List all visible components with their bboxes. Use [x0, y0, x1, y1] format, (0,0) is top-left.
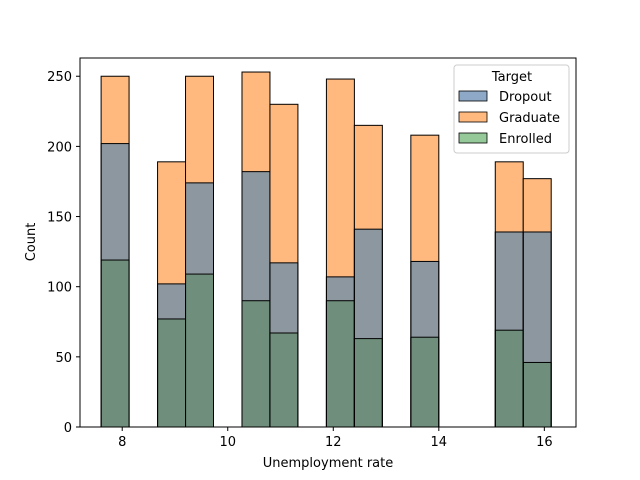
y-tick-label: 200 — [47, 140, 72, 155]
bar-segment — [354, 338, 383, 427]
bar-segment — [326, 300, 355, 427]
bar-segment — [410, 135, 439, 262]
y-tick-label: 250 — [47, 70, 72, 85]
bar-segment — [410, 261, 439, 338]
y-axis-label: Count — [24, 223, 39, 262]
x-tick-label: 8 — [118, 435, 126, 450]
x-tick-label: 14 — [431, 435, 448, 450]
bar-segment — [269, 262, 298, 333]
legend: Target Dropout Graduate Enrolled — [453, 64, 570, 154]
bar-segment — [523, 178, 552, 232]
legend-label-graduate: Graduate — [499, 111, 560, 126]
x-tick-label: 12 — [325, 435, 342, 450]
legend-title: Target — [491, 70, 532, 85]
legend-swatch-dropout — [458, 90, 488, 102]
y-tick-label: 100 — [47, 281, 72, 296]
legend-label-dropout: Dropout — [499, 90, 552, 105]
bar-segment — [523, 231, 552, 363]
bar-segment — [354, 125, 383, 230]
bar-segment — [495, 161, 524, 232]
bar-segment — [157, 161, 186, 284]
plot-frame — [79, 57, 577, 428]
bar-segment — [410, 337, 439, 427]
bar-segment — [495, 330, 524, 427]
x-tick-label: 10 — [219, 435, 236, 450]
bar-segment — [241, 300, 270, 427]
bar-segment — [241, 72, 270, 172]
x-axis-label: Unemployment rate — [263, 456, 393, 471]
legend-label-enrolled: Enrolled — [499, 132, 552, 147]
x-tick-label: 16 — [536, 435, 553, 450]
bar-segment — [495, 231, 524, 331]
bar-segment — [326, 276, 355, 301]
bar-segment — [185, 274, 214, 427]
legend-swatch-graduate — [458, 111, 488, 123]
bar-segment — [157, 283, 186, 319]
legend-frame — [453, 64, 570, 154]
y-tick-label: 150 — [47, 211, 72, 226]
bar-segment — [185, 182, 214, 275]
bar-segment — [269, 104, 298, 263]
bar-segment — [185, 76, 214, 183]
bar-segment — [523, 362, 552, 427]
legend-swatch-enrolled — [458, 132, 488, 144]
bar-segment — [354, 229, 383, 339]
y-tick-label: 50 — [55, 351, 72, 366]
y-tick-label: 0 — [64, 421, 72, 436]
bars-layer — [100, 71, 552, 428]
bar-segment — [101, 76, 130, 144]
bar-segment — [101, 143, 130, 261]
bar-segment — [101, 260, 130, 427]
axes-layer: 8 10 12 14 16 0 50 100 150 200 250 — [47, 57, 577, 450]
bar-segment — [241, 171, 270, 301]
bar-segment — [157, 318, 186, 427]
bar-segment — [269, 332, 298, 427]
bar-segment — [326, 79, 355, 277]
